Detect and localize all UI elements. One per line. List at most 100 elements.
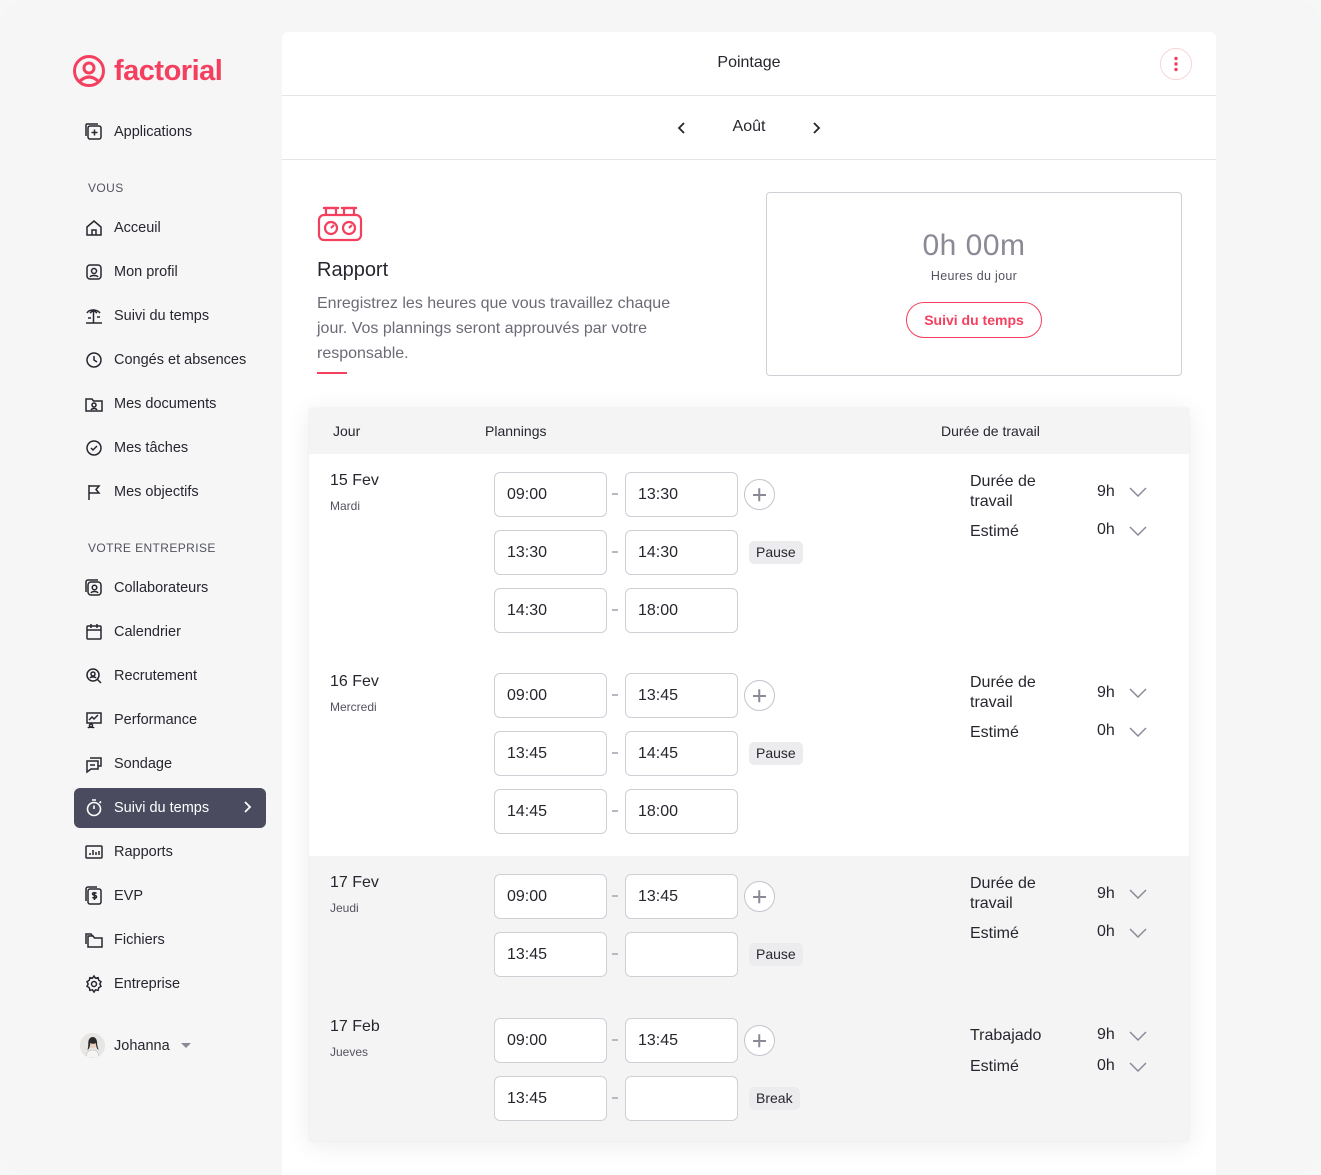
start-time-input[interactable]: 13:30 xyxy=(494,530,607,575)
end-time-input[interactable] xyxy=(625,1076,738,1121)
sidebar-item-entreprise[interactable]: Entreprise xyxy=(74,964,266,1004)
chevron-down-icon[interactable] xyxy=(1129,889,1147,899)
start-time-input[interactable]: 14:45 xyxy=(494,789,607,834)
add-slot-button[interactable] xyxy=(744,479,775,510)
add-slot-button[interactable] xyxy=(744,680,775,711)
day-date: 15 Fev xyxy=(330,472,379,489)
sidebar-item-mes-documents[interactable]: Mes documents xyxy=(74,384,266,424)
end-time-input[interactable]: 18:00 xyxy=(625,588,738,633)
chevron-left-icon[interactable] xyxy=(674,118,690,138)
chat-icon xyxy=(86,757,102,774)
end-time-input[interactable]: 13:45 xyxy=(625,874,738,919)
start-time-input[interactable]: 13:45 xyxy=(494,932,607,977)
sidebar-item-sondage[interactable]: Sondage xyxy=(74,744,266,784)
sidebar-item-label: Entreprise xyxy=(114,976,181,992)
start-time-input[interactable]: 09:00 xyxy=(494,1018,607,1063)
estimate-value: 0h xyxy=(1097,722,1115,739)
daily-hours-card: 0h 00m Heures du jour Suivi du temps xyxy=(766,192,1182,376)
estimate-value: 0h xyxy=(1097,521,1115,538)
duration-label: Durée de travail xyxy=(970,674,1036,711)
stopwatch-icon xyxy=(86,799,102,817)
end-time-input[interactable]: 13:45 xyxy=(625,673,738,718)
sidebar-item-calendrier[interactable]: Calendrier xyxy=(74,612,266,652)
sidebar-item-rapports[interactable]: Rapports xyxy=(74,832,266,872)
brand-logo[interactable]: factorial xyxy=(72,54,223,88)
end-time-input[interactable]: 13:30 xyxy=(625,472,738,517)
day-date: 16 Fev xyxy=(330,673,379,690)
start-time-input[interactable]: 14:30 xyxy=(494,588,607,633)
end-time-input[interactable]: 18:00 xyxy=(625,789,738,834)
sidebar-item-mes-objectifs[interactable]: Mes objectifs xyxy=(74,472,266,512)
sidebar-item-suivi-du-temps[interactable]: Suivi du temps xyxy=(74,788,266,828)
sidebar-item-evp[interactable]: EVP xyxy=(74,876,266,916)
panel-header: Pointage xyxy=(282,32,1216,96)
end-time-input[interactable]: 14:45 xyxy=(625,731,738,776)
chevron-down-icon[interactable] xyxy=(1129,928,1147,938)
gear-icon xyxy=(86,974,102,994)
start-time-input[interactable]: 13:45 xyxy=(494,1076,607,1121)
break-badge: Pause xyxy=(749,541,803,564)
sidebar-item-performance[interactable]: Performance xyxy=(74,700,266,740)
end-time-input[interactable]: 13:45 xyxy=(625,1018,738,1063)
add-slot-button[interactable] xyxy=(744,1025,775,1056)
sidebar-item-label: EVP xyxy=(114,888,144,904)
more-options-button[interactable] xyxy=(1160,48,1192,80)
start-time-input[interactable]: 09:00 xyxy=(494,472,607,517)
column-header-plannings: Plannings xyxy=(485,423,547,439)
sidebar-item-label: Mes objectifs xyxy=(114,484,199,500)
chevron-down-icon[interactable] xyxy=(1129,688,1147,698)
end-time-input[interactable] xyxy=(625,932,738,977)
start-time-input[interactable]: 09:00 xyxy=(494,874,607,919)
time-separator xyxy=(612,1039,618,1041)
start-time-input[interactable]: 09:00 xyxy=(494,673,607,718)
chevron-down-icon[interactable] xyxy=(1129,1062,1147,1072)
sidebar-item-conges[interactable]: Congés et absences xyxy=(74,340,266,380)
chevron-right-icon xyxy=(244,801,252,813)
time-separator xyxy=(612,609,618,611)
sidebar-item-recrutement[interactable]: Recrutement xyxy=(74,656,266,696)
sidebar-item-fichiers[interactable]: Fichiers xyxy=(74,920,266,960)
time-tracking-button[interactable]: Suivi du temps xyxy=(906,302,1042,338)
duration-value: 9h xyxy=(1097,483,1115,500)
section-label-you: VOUS xyxy=(88,181,124,195)
chevron-down-icon[interactable] xyxy=(1129,487,1147,497)
start-time-input[interactable]: 13:45 xyxy=(494,731,607,776)
user-menu[interactable]: Johanna xyxy=(80,1033,191,1058)
clock-icon xyxy=(86,352,102,368)
day-weekday: Mardi xyxy=(330,499,361,513)
estimate-label: Estimé xyxy=(970,925,1019,942)
sidebar-item-label: Sondage xyxy=(114,756,173,772)
chevron-down-icon[interactable] xyxy=(1129,526,1147,536)
sidebar-item-label: Mes documents xyxy=(114,396,217,412)
duration-label: Trabajado xyxy=(970,1027,1042,1044)
sidebar-item-label: Suivi du temps xyxy=(114,308,210,324)
report-description: Enregistrez les heures que vous travaill… xyxy=(317,295,671,362)
sidebar-item-mes-taches[interactable]: Mes tâches xyxy=(74,428,266,468)
sidebar-item-mon-profil[interactable]: Mon profil xyxy=(74,252,266,292)
sidebar-item-applications[interactable]: Applications xyxy=(74,112,266,152)
break-badge: Pause xyxy=(749,943,803,966)
section-label-company: VOTRE ENTREPRISE xyxy=(88,541,216,555)
sidebar-item-suivi-du-temps-personal[interactable]: Suivi du temps xyxy=(74,296,266,336)
table-row: 16 Fev Mercredi 09:00 13:45 13:45 14:45 Pause 1… xyxy=(309,655,1189,856)
time-separator xyxy=(612,551,618,553)
chevron-right-icon[interactable] xyxy=(808,118,824,138)
add-slot-button[interactable] xyxy=(744,881,775,912)
table-row: 17 Fev Jeudi 09:00 13:45 13:45 Pause Durée de … xyxy=(309,856,1189,1000)
sidebar-item-label: Suivi du temps xyxy=(114,800,210,816)
end-time-input[interactable]: 14:30 xyxy=(625,530,738,575)
time-separator xyxy=(612,895,618,897)
beach-icon xyxy=(86,309,102,324)
sidebar-item-acceuil[interactable]: Acceuil xyxy=(74,208,266,248)
duration-value: 9h xyxy=(1097,684,1115,701)
month-navigator: Août xyxy=(282,96,1216,160)
title-underline xyxy=(317,372,347,374)
chevron-down-icon[interactable] xyxy=(1129,727,1147,737)
estimate-label: Estimé xyxy=(970,523,1019,540)
duration-label: Durée de travail xyxy=(970,473,1036,510)
chevron-down-icon[interactable] xyxy=(1129,1031,1147,1041)
sidebar-item-collaborateurs[interactable]: Collaborateurs xyxy=(74,568,266,608)
daily-hours-label: Heures du jour xyxy=(930,269,1018,283)
table-header: Jour Plannings Durée de travail xyxy=(309,408,1189,454)
folders-icon xyxy=(85,933,103,948)
